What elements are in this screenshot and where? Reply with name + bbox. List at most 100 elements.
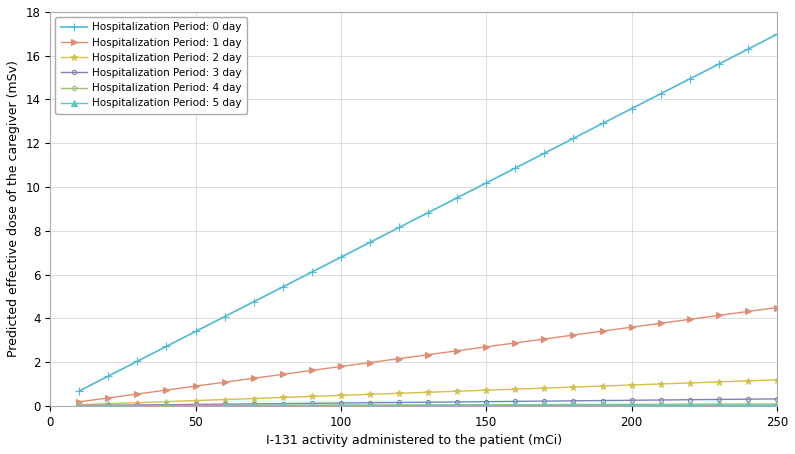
Hospitalization Period: 2 day: (220, 1.04): 2 day: (220, 1.04) [685,380,695,385]
Hospitalization Period: 1 day: (180, 3.23): 1 day: (180, 3.23) [568,332,578,338]
Hospitalization Period: 5 day: (200, 0.0176): 5 day: (200, 0.0176) [626,403,636,408]
Hospitalization Period: 2 day: (180, 0.855): 2 day: (180, 0.855) [568,385,578,390]
Hospitalization Period: 2 day: (30, 0.142): 2 day: (30, 0.142) [133,400,142,405]
Hospitalization Period: 1 day: (160, 2.87): 1 day: (160, 2.87) [510,340,520,345]
Hospitalization Period: 3 day: (220, 0.276): 3 day: (220, 0.276) [685,397,695,402]
Hospitalization Period: 5 day: (150, 0.0132): 5 day: (150, 0.0132) [482,403,491,408]
Hospitalization Period: 3 day: (130, 0.163): 3 day: (130, 0.163) [424,400,433,405]
Hospitalization Period: 3 day: (170, 0.214): 3 day: (170, 0.214) [540,398,549,404]
Hospitalization Period: 5 day: (100, 0.00879): 5 day: (100, 0.00879) [336,403,346,408]
Hospitalization Period: 5 day: (20, 0.00176): 5 day: (20, 0.00176) [103,403,113,409]
Hospitalization Period: 3 day: (230, 0.289): 3 day: (230, 0.289) [714,397,723,402]
Hospitalization Period: 0 day: (10, 0.679): 0 day: (10, 0.679) [75,388,84,394]
Hospitalization Period: 1 day: (210, 3.77): 1 day: (210, 3.77) [656,321,665,326]
Hospitalization Period: 2 day: (210, 0.997): 2 day: (210, 0.997) [656,381,665,387]
Hospitalization Period: 0 day: (160, 10.9): 0 day: (160, 10.9) [510,165,520,171]
Hospitalization Period: 5 day: (120, 0.0105): 5 day: (120, 0.0105) [394,403,404,408]
Hospitalization Period: 0 day: (200, 13.6): 0 day: (200, 13.6) [626,106,636,111]
Hospitalization Period: 5 day: (130, 0.0114): 5 day: (130, 0.0114) [424,403,433,408]
Hospitalization Period: 4 day: (220, 0.0731): 4 day: (220, 0.0731) [685,401,695,407]
Hospitalization Period: 4 day: (110, 0.0365): 4 day: (110, 0.0365) [365,402,374,408]
Hospitalization Period: 3 day: (90, 0.113): 3 day: (90, 0.113) [307,400,316,406]
Hospitalization Period: 5 day: (240, 0.0211): 5 day: (240, 0.0211) [743,403,753,408]
Hospitalization Period: 3 day: (100, 0.126): 3 day: (100, 0.126) [336,400,346,406]
Hospitalization Period: 3 day: (150, 0.188): 3 day: (150, 0.188) [482,399,491,405]
Hospitalization Period: 1 day: (130, 2.33): 1 day: (130, 2.33) [424,352,433,357]
Hospitalization Period: 5 day: (170, 0.0149): 5 day: (170, 0.0149) [540,403,549,408]
Hospitalization Period: 0 day: (70, 4.75): 0 day: (70, 4.75) [249,299,258,305]
Hospitalization Period: 4 day: (190, 0.0631): 4 day: (190, 0.0631) [598,402,607,407]
Hospitalization Period: 1 day: (20, 0.359): 1 day: (20, 0.359) [103,395,113,400]
Hospitalization Period: 2 day: (200, 0.95): 2 day: (200, 0.95) [626,382,636,388]
Hospitalization Period: 0 day: (120, 8.15): 0 day: (120, 8.15) [394,225,404,230]
Hospitalization Period: 4 day: (250, 0.0831): 4 day: (250, 0.0831) [772,401,781,407]
Hospitalization Period: 3 day: (240, 0.301): 3 day: (240, 0.301) [743,396,753,402]
Hospitalization Period: 4 day: (120, 0.0399): 4 day: (120, 0.0399) [394,402,404,408]
Hospitalization Period: 5 day: (220, 0.0193): 5 day: (220, 0.0193) [685,403,695,408]
Hospitalization Period: 5 day: (10, 0.000879): 5 day: (10, 0.000879) [75,403,84,409]
Hospitalization Period: 1 day: (110, 1.98): 1 day: (110, 1.98) [365,360,374,365]
Hospitalization Period: 2 day: (230, 1.09): 2 day: (230, 1.09) [714,379,723,385]
Hospitalization Period: 0 day: (170, 11.5): 0 day: (170, 11.5) [540,150,549,156]
Hospitalization Period: 5 day: (50, 0.00439): 5 day: (50, 0.00439) [191,403,200,409]
Hospitalization Period: 3 day: (60, 0.0754): 3 day: (60, 0.0754) [220,401,230,407]
Hospitalization Period: 2 day: (120, 0.57): 2 day: (120, 0.57) [394,390,404,396]
Hospitalization Period: 1 day: (10, 0.18): 1 day: (10, 0.18) [75,399,84,405]
Hospitalization Period: 4 day: (180, 0.0598): 4 day: (180, 0.0598) [568,402,578,407]
Hospitalization Period: 3 day: (140, 0.176): 3 day: (140, 0.176) [452,399,462,405]
Hospitalization Period: 0 day: (240, 16.3): 0 day: (240, 16.3) [743,46,753,52]
Hospitalization Period: 2 day: (40, 0.19): 2 day: (40, 0.19) [161,399,171,405]
Hospitalization Period: 3 day: (20, 0.0251): 3 day: (20, 0.0251) [103,403,113,408]
Hospitalization Period: 4 day: (90, 0.0299): 4 day: (90, 0.0299) [307,402,316,408]
Hospitalization Period: 0 day: (40, 2.72): 0 day: (40, 2.72) [161,344,171,349]
Hospitalization Period: 1 day: (120, 2.16): 1 day: (120, 2.16) [394,356,404,361]
Hospitalization Period: 1 day: (220, 3.95): 1 day: (220, 3.95) [685,316,695,322]
Hospitalization Period: 1 day: (90, 1.62): 1 day: (90, 1.62) [307,368,316,373]
Hospitalization Period: 0 day: (130, 8.83): 0 day: (130, 8.83) [424,210,433,215]
Hospitalization Period: 1 day: (140, 2.51): 1 day: (140, 2.51) [452,348,462,354]
Hospitalization Period: 2 day: (80, 0.38): 2 day: (80, 0.38) [278,395,288,400]
Hospitalization Period: 0 day: (190, 12.9): 0 day: (190, 12.9) [598,121,607,126]
Hospitalization Period: 2 day: (50, 0.237): 2 day: (50, 0.237) [191,398,200,403]
Hospitalization Period: 2 day: (110, 0.522): 2 day: (110, 0.522) [365,392,374,397]
Hospitalization Period: 5 day: (230, 0.0202): 5 day: (230, 0.0202) [714,403,723,408]
Hospitalization Period: 1 day: (100, 1.8): 1 day: (100, 1.8) [336,364,346,369]
Hospitalization Period: 3 day: (210, 0.264): 3 day: (210, 0.264) [656,397,665,403]
Hospitalization Period: 2 day: (170, 0.807): 2 day: (170, 0.807) [540,385,549,391]
Hospitalization Period: 5 day: (210, 0.0185): 5 day: (210, 0.0185) [656,403,665,408]
Hospitalization Period: 4 day: (30, 0.00997): 4 day: (30, 0.00997) [133,403,142,408]
Hospitalization Period: 4 day: (70, 0.0233): 4 day: (70, 0.0233) [249,403,258,408]
Hospitalization Period: 2 day: (150, 0.712): 2 day: (150, 0.712) [482,387,491,393]
Hospitalization Period: 3 day: (30, 0.0377): 3 day: (30, 0.0377) [133,402,142,408]
Hospitalization Period: 3 day: (200, 0.251): 3 day: (200, 0.251) [626,398,636,403]
Hospitalization Period: 4 day: (40, 0.0133): 4 day: (40, 0.0133) [161,403,171,408]
Hospitalization Period: 1 day: (240, 4.31): 1 day: (240, 4.31) [743,309,753,314]
Line: Hospitalization Period: 0 day: Hospitalization Period: 0 day [75,30,781,395]
Hospitalization Period: 5 day: (30, 0.00264): 5 day: (30, 0.00264) [133,403,142,409]
Hospitalization Period: 0 day: (60, 4.07): 0 day: (60, 4.07) [220,314,230,319]
Hospitalization Period: 1 day: (250, 4.49): 1 day: (250, 4.49) [772,305,781,310]
Line: Hospitalization Period: 4 day: Hospitalization Period: 4 day [77,402,779,408]
Hospitalization Period: 4 day: (230, 0.0764): 4 day: (230, 0.0764) [714,401,723,407]
Hospitalization Period: 0 day: (220, 14.9): 0 day: (220, 14.9) [685,76,695,82]
Hospitalization Period: 5 day: (190, 0.0167): 5 day: (190, 0.0167) [598,403,607,408]
Hospitalization Period: 1 day: (230, 4.13): 1 day: (230, 4.13) [714,313,723,318]
Hospitalization Period: 2 day: (20, 0.095): 2 day: (20, 0.095) [103,401,113,406]
Hospitalization Period: 1 day: (60, 1.08): 1 day: (60, 1.08) [220,380,230,385]
Hospitalization Period: 4 day: (200, 0.0664): 4 day: (200, 0.0664) [626,402,636,407]
Hospitalization Period: 1 day: (30, 0.539): 1 day: (30, 0.539) [133,391,142,397]
Hospitalization Period: 5 day: (80, 0.00703): 5 day: (80, 0.00703) [278,403,288,408]
Hospitalization Period: 2 day: (160, 0.76): 2 day: (160, 0.76) [510,386,520,392]
Hospitalization Period: 4 day: (80, 0.0266): 4 day: (80, 0.0266) [278,403,288,408]
Hospitalization Period: 4 day: (50, 0.0166): 4 day: (50, 0.0166) [191,403,200,408]
Hospitalization Period: 4 day: (150, 0.0498): 4 day: (150, 0.0498) [482,402,491,407]
Hospitalization Period: 3 day: (190, 0.239): 3 day: (190, 0.239) [598,398,607,403]
Hospitalization Period: 4 day: (130, 0.0432): 4 day: (130, 0.0432) [424,402,433,408]
Hospitalization Period: 3 day: (40, 0.0502): 3 day: (40, 0.0502) [161,402,171,407]
Hospitalization Period: 5 day: (60, 0.00527): 5 day: (60, 0.00527) [220,403,230,409]
Line: Hospitalization Period: 1 day: Hospitalization Period: 1 day [76,305,780,405]
Hospitalization Period: 0 day: (80, 5.43): 0 day: (80, 5.43) [278,284,288,290]
Line: Hospitalization Period: 5 day: Hospitalization Period: 5 day [76,403,780,409]
Hospitalization Period: 4 day: (210, 0.0698): 4 day: (210, 0.0698) [656,401,665,407]
Hospitalization Period: 2 day: (130, 0.617): 2 day: (130, 0.617) [424,390,433,395]
